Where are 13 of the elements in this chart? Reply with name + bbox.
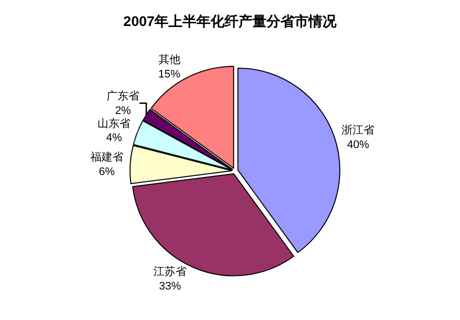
data-label: 4% [106, 132, 122, 144]
data-label: 40% [347, 138, 370, 151]
data-label: 6% [98, 166, 116, 178]
data-label: 2% [115, 104, 132, 117]
slice-label: 广东省 [106, 90, 140, 103]
slice-label: 江苏省 [153, 265, 186, 278]
slice-label: 福建省 [90, 150, 124, 164]
slice-label: 浙江省 [342, 124, 375, 137]
chart-title: 2007年上半年化纤产量分省市情况 [123, 12, 338, 29]
slice-label: 山东省 [98, 116, 131, 130]
data-label: 15% [158, 68, 181, 80]
data-label: 33% [158, 280, 182, 293]
slice-label: 其他 [158, 52, 180, 66]
